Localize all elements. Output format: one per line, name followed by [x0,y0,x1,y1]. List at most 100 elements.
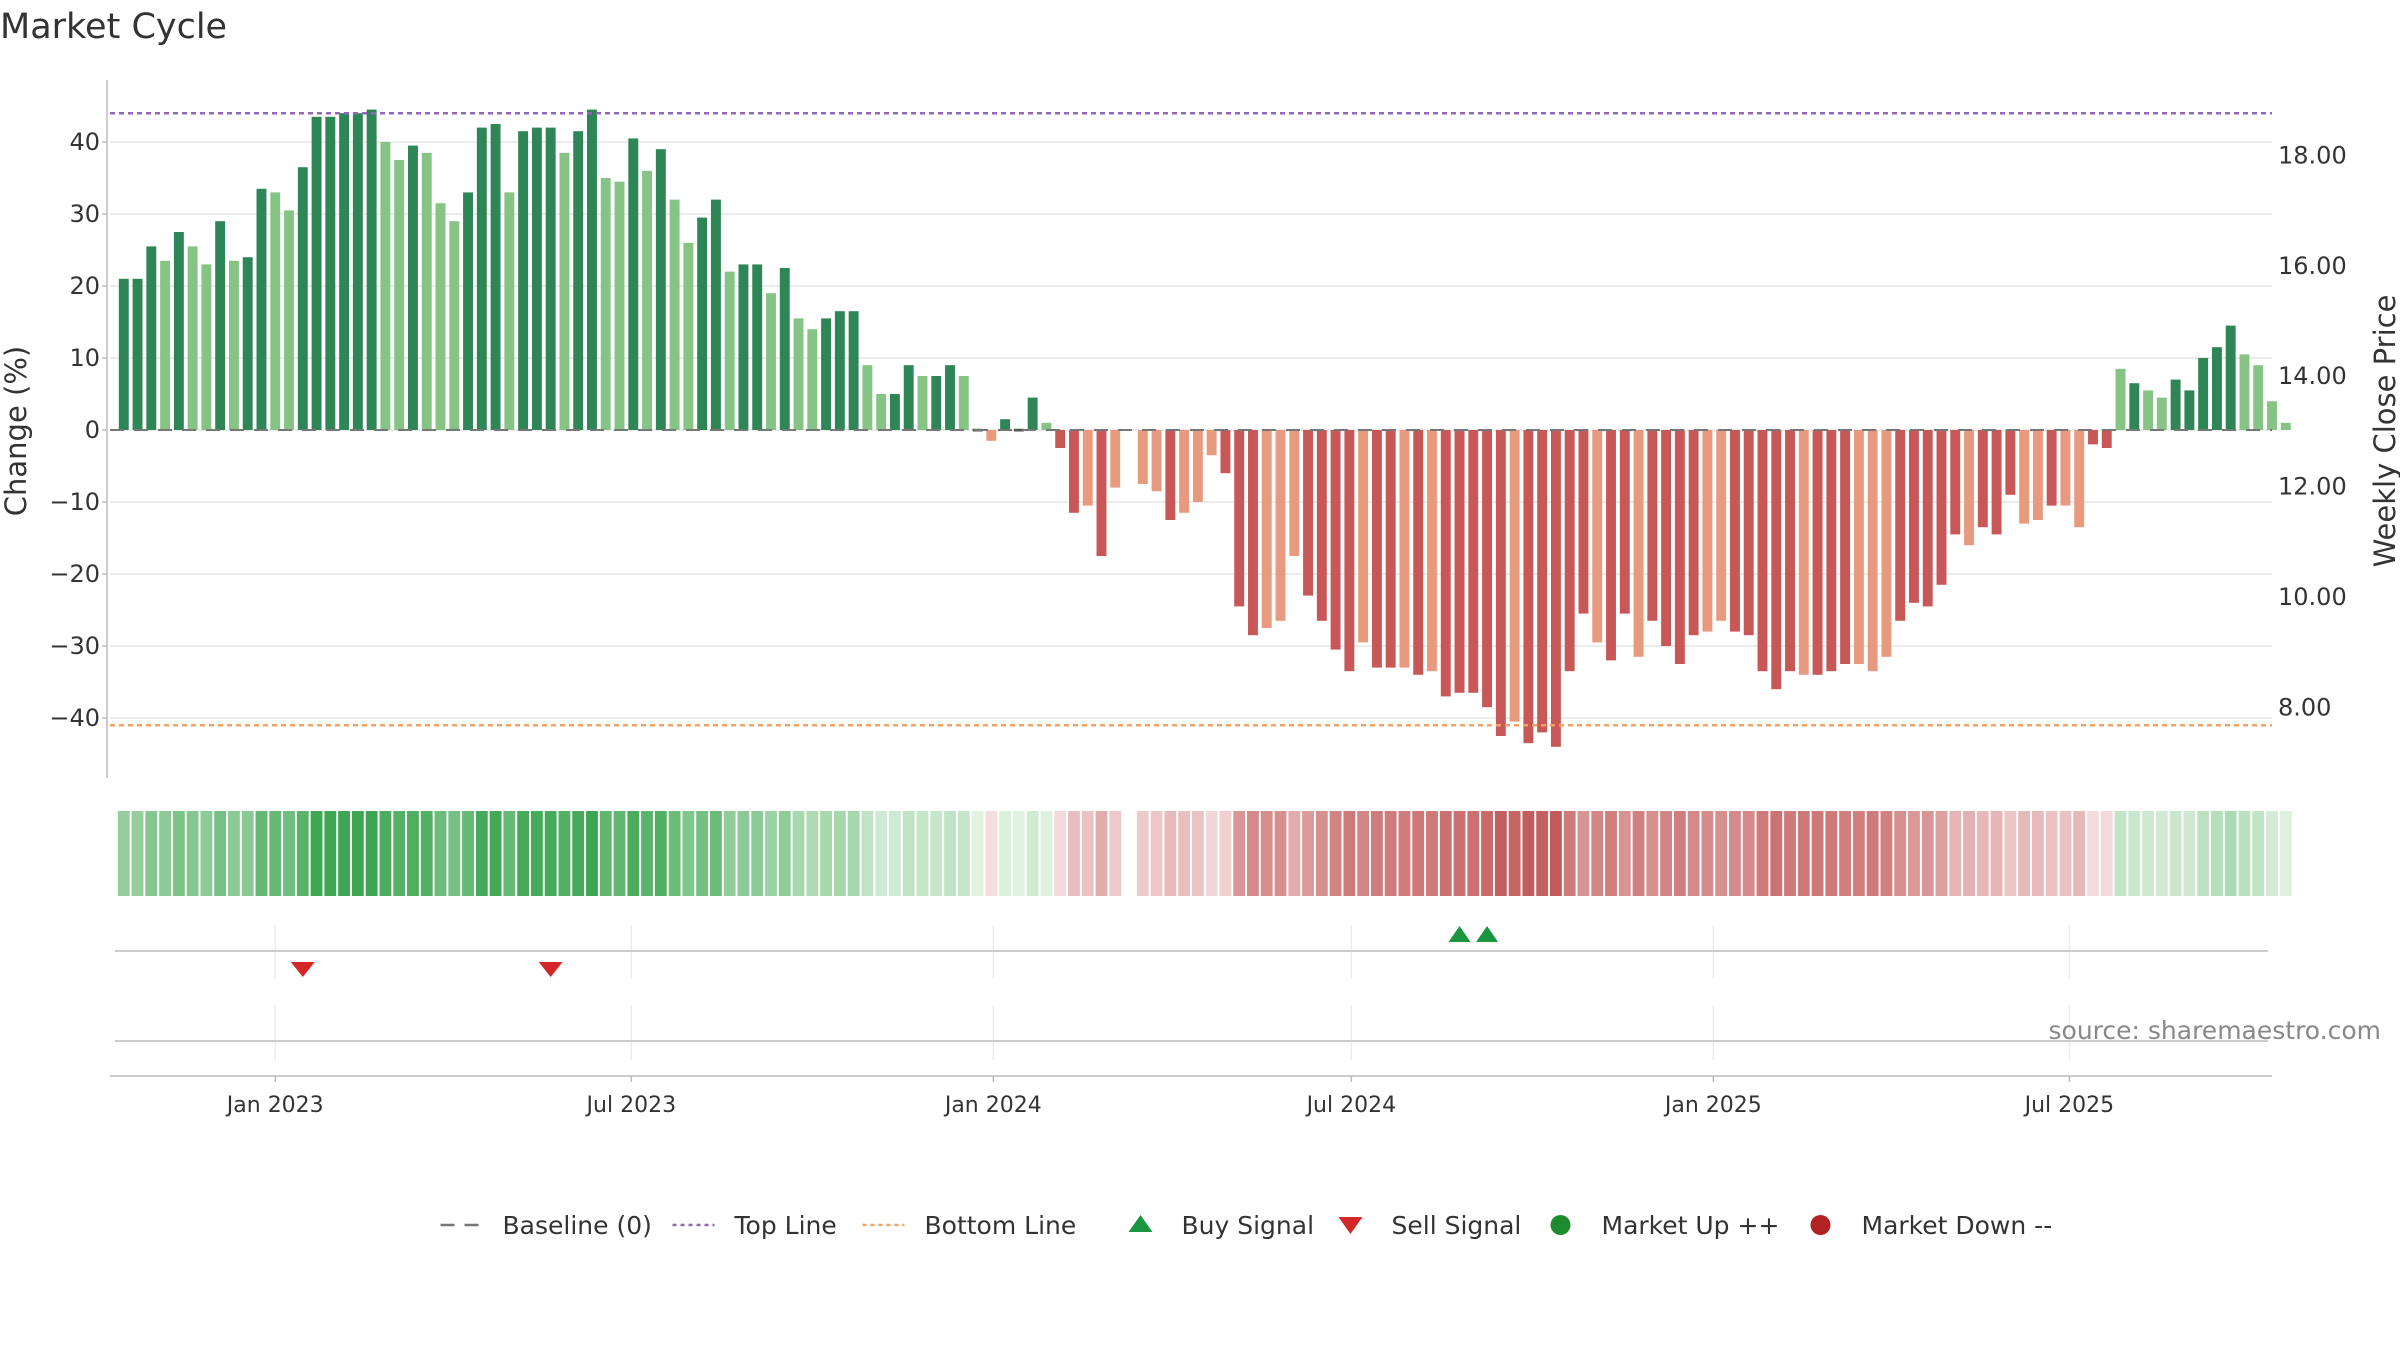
bar [1523,430,1534,744]
heat-cell [2018,811,2031,896]
bar [490,124,501,430]
bar [1826,430,1837,672]
bar [655,149,666,430]
bar [2225,325,2236,430]
legend-item: Market Down -- [1810,1211,2052,1240]
heat-cell [310,811,323,896]
heat-cell [1288,811,1301,896]
x-tick-label: Jan 2023 [225,1093,324,1118]
bar [642,170,653,431]
heat-cell [668,811,681,896]
legend-label: Bottom Line [925,1211,1077,1240]
bar [173,232,184,430]
bar [311,116,322,431]
bar [2060,430,2071,506]
heat-cell [1109,811,1122,896]
bar [201,264,212,430]
bar [1055,430,1066,448]
chart-title: Market Cycle [0,7,227,47]
heat-cell [1550,811,1562,896]
signal-panel [115,925,2268,978]
heat-cell [558,811,571,896]
bar [2074,430,2085,528]
y-tick-label-left: 40 [69,128,100,156]
heat-cell [1811,811,1824,896]
bar [2253,365,2264,430]
heat-cell [2224,811,2237,896]
legend-label: Buy Signal [1182,1211,1315,1240]
heat-cell [1398,811,1411,896]
heat-cell [1976,811,1989,896]
heat-cell [241,811,254,896]
bar [228,260,239,430]
bar [1454,430,1465,693]
heat-cell [1591,811,1604,896]
heat-cell [2155,811,2168,896]
bar [1468,430,1479,693]
bar [2019,430,2030,524]
bar [1316,430,1327,621]
x-tick-label: Jul 2023 [585,1093,677,1118]
heat-cell [379,811,392,896]
x-tick-label: Jan 2024 [943,1093,1042,1118]
bar [1702,430,1713,632]
y-axis-label-right: Weekly Close Price [2368,295,2400,568]
bar [531,127,542,430]
heat-cell [117,811,130,896]
heat-cell [1687,811,1700,896]
bar [449,221,460,430]
bar [834,311,845,430]
bar [1096,430,1107,556]
heat-cell [778,811,791,896]
heat-cell [475,811,488,896]
heat-cell [1426,811,1438,896]
legend-label: Market Up ++ [1602,1211,1780,1240]
heat-cell [751,811,764,896]
bar [1358,430,1369,643]
heat-cell [1756,811,1769,896]
heat-cell [889,811,901,896]
bar [793,318,804,430]
bar [118,278,129,430]
blank-panel [115,1005,2268,1060]
bar [889,394,900,430]
bar [2115,368,2126,430]
bar [518,131,529,430]
bar [614,181,625,430]
bar [1592,430,1603,643]
y-tick-label-left: −40 [49,704,100,732]
bar [463,192,473,430]
heat-cell [1825,811,1838,896]
heat-cell [1715,811,1728,896]
bar [821,318,832,430]
bar [1137,430,1148,484]
legend: Baseline (0) Top Line Bottom Line Buy Signa… [440,1211,2052,1240]
heat-cell [1219,811,1232,896]
bar [848,311,859,430]
legend-swatch [1810,1215,1831,1235]
heat-cell [2252,811,2265,896]
bar [1371,430,1382,668]
heat-cell [1412,811,1425,896]
source-watermark: source: sharemaestro.com [2049,1016,2382,1045]
heat-cell [1068,811,1080,896]
bar [1440,430,1451,697]
bar [917,376,928,430]
heat-cell [2210,811,2223,896]
bar [1165,430,1176,520]
y-tick-label-right: 16.00 [2278,252,2347,280]
heat-cell [1343,811,1356,896]
heat-cell [1797,811,1810,896]
heat-cell [283,811,295,896]
bar [187,246,198,430]
bar [284,210,294,430]
bar [587,109,597,430]
y-tick-label-right: 14.00 [2278,362,2347,390]
bar [1619,430,1630,614]
heat-cell [228,811,240,896]
bar [1909,430,1919,603]
x-tick-label: Jan 2025 [1663,1093,1762,1118]
bar [945,365,955,430]
bar [1785,430,1795,672]
legend-item: Baseline (0) [440,1211,652,1240]
